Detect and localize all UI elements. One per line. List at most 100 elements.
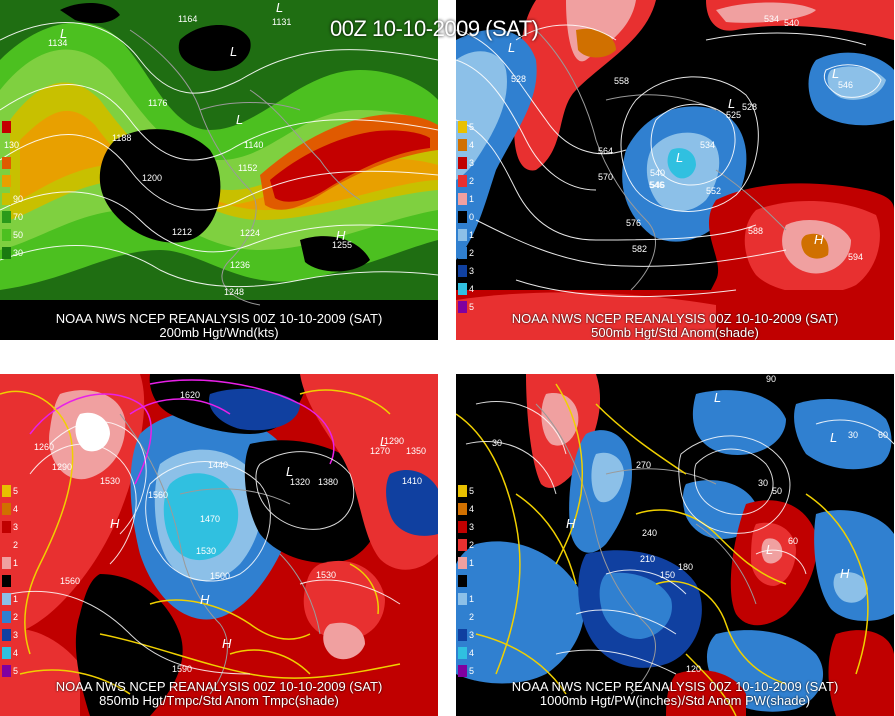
legend-500mb: 5 4 3 2 1 0 1 2 3 4 5 [458,118,484,316]
contour-label: 540 [650,168,666,178]
contour-label: 1224 [240,228,261,238]
panel-caption: NOAA NWS NCEP REANALYSIS 00Z 10-10-2009 … [55,311,383,326]
contour-label: 1255 [332,240,353,250]
low-marker: L [714,390,722,405]
legend-label: 2 [469,539,475,550]
map-title: 00Z 10-10-2009 (SAT) [330,16,539,41]
contour-label: 30 [758,478,769,488]
legend-swatch [458,502,467,515]
contour-label: 1320 [290,477,311,487]
legend-swatch [458,210,467,223]
legend-swatch [458,156,467,169]
contour-label: 546 [649,180,665,190]
legend-label: 5 [469,485,475,496]
low-marker: L [286,464,294,479]
legend-label: 3 [469,629,475,640]
contour-label: 546 [650,180,666,190]
legend-swatch [458,228,467,241]
contour-label: 1530 [316,570,337,580]
legend-label: 30 [13,247,24,258]
contour-label: 1500 [210,571,231,581]
panel-500mb: 5 4 3 2 1 0 1 2 3 4 5 534 540 528 525 53… [456,0,894,340]
panel-caption: NOAA NWS NCEP REANALYSIS 00Z 10-10-2009 … [511,311,839,326]
contour-label: 1410 [402,476,423,486]
contour-label: 570 [598,172,614,182]
legend-swatch [2,556,11,569]
legend-label: 4 [469,503,475,514]
contour-label: 534 [700,140,716,150]
high-marker: H [840,566,850,581]
high-marker: H [336,228,346,243]
contour-label: 576 [626,218,642,228]
legend-swatch [2,520,11,533]
contour-label: 552 [706,186,722,196]
contour-label: 1164 [178,14,198,24]
legend-label: 90 [13,193,24,204]
map-1000mb [456,374,894,716]
legend-label: 2 [13,611,19,622]
legend-label: 4 [13,503,19,514]
contour-label: 90 [766,374,777,384]
contour-label: 1176 [148,98,168,108]
high-marker: H [566,516,576,531]
legend-swatch [458,282,467,295]
legend-label: 1 [469,593,475,604]
contour-label: 1236 [230,260,251,270]
legend-label: 3 [469,521,475,532]
legend-swatch [2,120,11,133]
contour-label: 1152 [238,163,258,173]
contour-label: 1440 [208,460,229,470]
contour-label: 594 [848,252,864,262]
legend-swatch [2,156,11,169]
contour-label: 1212 [172,227,193,237]
panel-subcaption: 1000mb Hgt/PW(inches)/Std Anom PW(shade) [539,693,811,708]
legend-swatch [2,210,11,223]
legend-label: 5 [13,665,19,676]
legend-swatch [2,192,11,205]
legend-swatch [2,538,11,551]
legend-swatch [2,610,11,623]
contour-label: 582 [632,244,648,254]
contour-label: 1200 [142,173,163,183]
legend-200mb: 130 90 70 50 30 [2,118,28,262]
high-marker: H [200,592,210,607]
contour-label: 540 [784,18,800,28]
legend-swatch [2,592,11,605]
legend-label: 70 [13,211,24,222]
map-500mb [456,0,894,340]
legend-swatch [458,174,467,187]
legend-label: 5 [13,485,19,496]
low-marker: L [676,150,684,165]
legend-swatch [458,264,467,277]
legend-label: 4 [469,647,475,658]
contour-label: 534 [764,14,780,24]
contour-label: 30 [848,430,859,440]
contour-label: 588 [748,226,764,236]
panel-200mb: 130 90 70 50 30 1164 1176 1188 1200 1212… [0,0,438,340]
contour-label: 1620 [180,390,201,400]
contour-label: 528 [742,102,758,112]
legend-label: 1 [469,229,475,240]
low-marker: L [380,434,388,449]
legend-swatch [458,628,467,641]
legend-label: 2 [469,175,475,186]
legend-label: 5 [469,301,475,312]
contour-label: 528 [511,74,527,84]
legend-swatch [2,246,11,259]
legend-swatch [2,174,11,187]
low-marker: L [60,26,68,41]
low-marker: L [728,96,736,111]
legend-label: 2 [469,611,475,622]
low-marker: L [830,430,838,445]
legend-swatch [458,574,467,587]
panel-1000mb: 5 4 3 2 1 1 2 3 4 5 30 270 240 210 180 1… [456,374,894,716]
contour-label: 60 [788,536,799,546]
contour-label: 1560 [148,490,169,500]
contour-label: 1131 [272,17,292,27]
contour-label: 1380 [318,477,339,487]
panel-subcaption: 500mb Hgt/Std Anom(shade) [591,325,759,340]
contour-label: 1590 [172,664,193,674]
contour-label: 50 [772,486,783,496]
contour-label: 60 [878,430,889,440]
contour-label: 1248 [224,287,245,297]
